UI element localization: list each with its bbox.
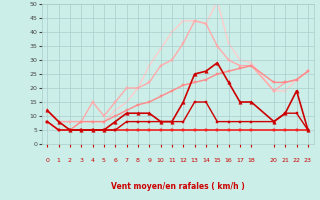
X-axis label: Vent moyen/en rafales ( km/h ): Vent moyen/en rafales ( km/h )	[111, 182, 244, 191]
